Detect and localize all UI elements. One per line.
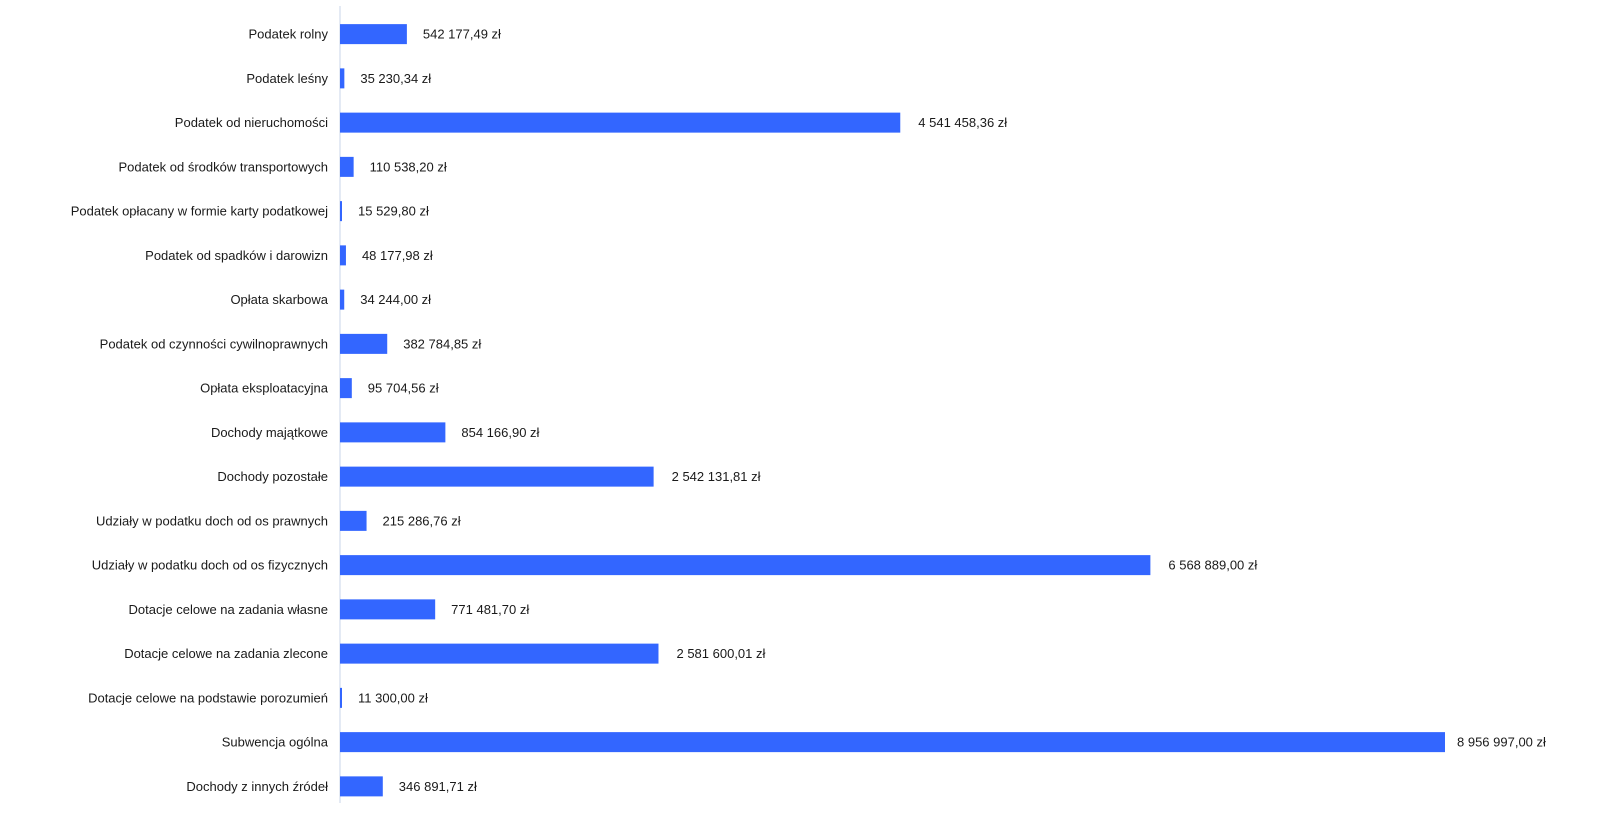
bar xyxy=(340,156,354,177)
value-label: 2 542 131,81 zł xyxy=(672,469,761,484)
value-label: 48 177,98 zł xyxy=(362,248,433,263)
category-label: Podatek rolny xyxy=(249,27,329,42)
value-label: 854 166,90 zł xyxy=(461,425,539,440)
category-label: Dochody z innych źródeł xyxy=(186,779,328,794)
category-label: Udziały w podatku doch od os prawnych xyxy=(96,513,328,528)
bar xyxy=(340,333,388,354)
value-label: 95 704,56 zł xyxy=(368,381,439,396)
value-label: 215 286,76 zł xyxy=(383,513,461,528)
category-label: Dochody majątkowe xyxy=(211,425,328,440)
bar xyxy=(340,289,345,310)
value-label: 382 784,85 zł xyxy=(403,336,481,351)
category-label: Udziały w podatku doch od os fizycznych xyxy=(92,558,328,573)
bar xyxy=(340,378,352,399)
value-label: 15 529,80 zł xyxy=(358,204,429,219)
bar xyxy=(340,245,346,266)
category-label: Podatek od środków transportowych xyxy=(118,159,328,174)
bar xyxy=(340,643,659,664)
category-label: Podatek od nieruchomości xyxy=(175,115,328,130)
category-label: Podatek leśny xyxy=(246,71,328,86)
value-label: 8 956 997,00 zł xyxy=(1457,735,1546,750)
bar xyxy=(340,466,654,487)
category-label: Dotacje celowe na zadania zlecone xyxy=(124,646,328,661)
bar xyxy=(340,555,1151,576)
value-label: 110 538,20 zł xyxy=(370,159,447,174)
value-label: 11 300,00 zł xyxy=(358,690,428,705)
category-labels: Podatek rolny Podatek leśny Podatek od nie… xyxy=(71,27,329,794)
value-label: 771 481,70 zł xyxy=(451,602,529,617)
category-label: Podatek opłacany w formie karty podatkow… xyxy=(71,204,328,219)
value-label: 6 568 889,00 zł xyxy=(1168,558,1257,573)
category-label: Podatek od czynności cywilnoprawnych xyxy=(100,336,328,351)
category-label: Dotacje celowe na podstawie porozumień xyxy=(88,690,328,705)
category-label: Dotacje celowe na zadania własne xyxy=(129,602,328,617)
bar xyxy=(340,510,367,531)
value-label: 34 244,00 zł xyxy=(360,292,431,307)
bar xyxy=(340,776,383,797)
value-label: 2 581 600,01 zł xyxy=(676,646,765,661)
bar xyxy=(340,201,342,222)
value-label: 4 541 458,36 zł xyxy=(918,115,1007,130)
category-label: Opłata skarbowa xyxy=(230,292,328,307)
category-label: Opłata eksploatacyjna xyxy=(200,381,329,396)
value-label: 346 891,71 zł xyxy=(399,779,477,794)
category-label: Podatek od spadków i darowizn xyxy=(145,248,328,263)
value-label: 35 230,34 zł xyxy=(360,71,431,86)
value-label: 542 177,49 zł xyxy=(423,27,501,42)
bar xyxy=(340,68,345,89)
value-labels: 542 177,49 zł 35 230,34 zł 4 541 458,36 zł… xyxy=(358,27,1546,794)
bar xyxy=(340,732,1445,753)
category-label: Subwencja ogólna xyxy=(222,735,329,750)
category-label: Dochody pozostałe xyxy=(217,469,328,484)
bars xyxy=(340,24,1445,797)
bar xyxy=(340,24,407,45)
bar xyxy=(340,112,901,133)
bar xyxy=(340,687,342,708)
bar xyxy=(340,422,446,443)
bar xyxy=(340,599,436,620)
